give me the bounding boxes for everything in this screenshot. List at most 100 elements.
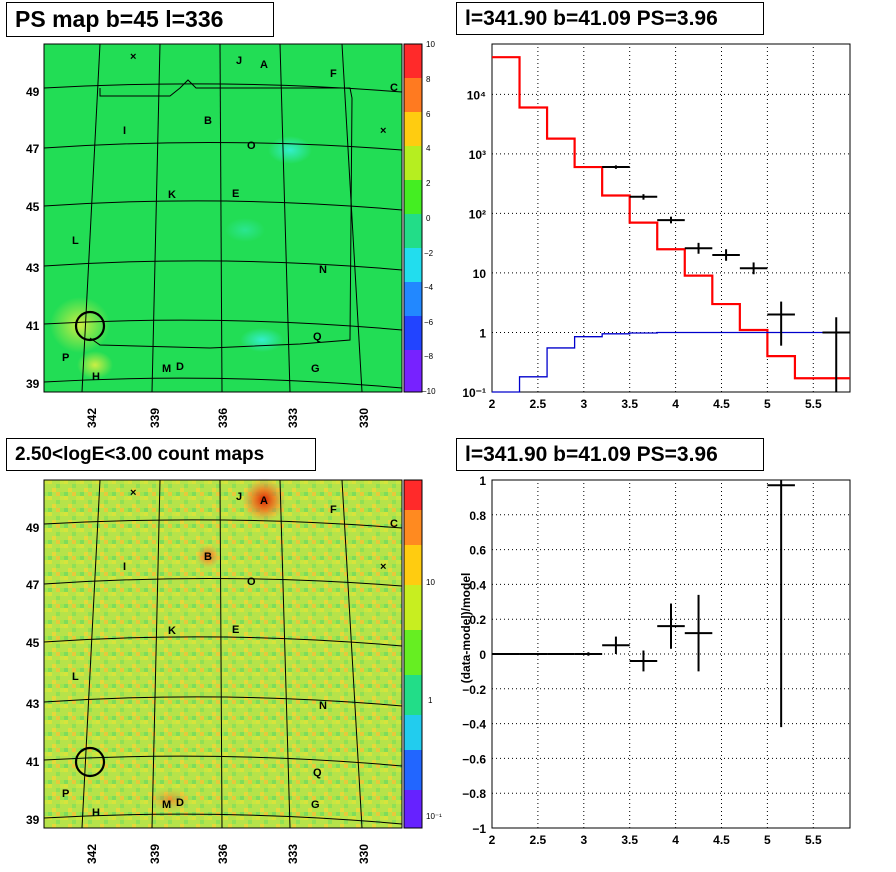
ps-cb-label: 10	[426, 40, 435, 49]
map-marker: I	[123, 561, 126, 573]
map-marker: P	[62, 788, 69, 800]
residual-x-tick: 2	[489, 833, 496, 847]
svg-text:×: ×	[380, 125, 386, 137]
map-marker: J	[236, 491, 242, 503]
spectrum-x-tick: 3	[580, 397, 587, 411]
spectrum-y-tick: 10²	[469, 207, 486, 221]
map-marker: K	[168, 625, 176, 637]
map-marker: D	[176, 797, 184, 809]
spectrum-y-tick: 1	[479, 326, 486, 340]
residual-x-tick: 4	[672, 833, 679, 847]
ps-cb-label: 8	[426, 75, 431, 84]
ps-cb-label: 4	[426, 144, 431, 153]
map-marker: A	[260, 59, 268, 71]
lon-tick: 339	[148, 844, 162, 864]
ps-cb-label: −2	[424, 249, 434, 258]
lon-tick: 342	[85, 844, 99, 864]
residual-x-tick: 2.5	[530, 833, 547, 847]
map-marker: Q	[313, 331, 322, 343]
lat-tick: 39	[26, 377, 40, 391]
map-marker: P	[62, 352, 69, 364]
lat-tick: 45	[26, 636, 40, 650]
lat-tick: 45	[26, 200, 40, 214]
count-map-lat-ticks: 49 47 45 43 41 39	[26, 521, 40, 827]
map-marker: I	[123, 125, 126, 137]
ps-cb-label: −6	[424, 318, 434, 327]
ps-map: × × 10 8 6 4 2 0 −2 −4 −6 −	[26, 40, 436, 428]
residual-y-tick: 1	[479, 474, 486, 488]
ps-cb-label: 2	[426, 179, 431, 188]
spectrum-plot: 2 2.5 3 3.5 4 4.5 5 5.5 10⁻¹ 1 10 10² 10³ 10⁴	[462, 43, 851, 411]
map-marker: B	[204, 551, 212, 563]
residual-ylabel: (data-model)/model	[459, 573, 473, 684]
lat-tick: 41	[26, 319, 40, 333]
spectrum-y-tick: 10	[473, 267, 487, 281]
lon-tick: 342	[85, 408, 99, 428]
lon-tick: 330	[357, 408, 371, 428]
spectrum-y-tick: 10³	[469, 148, 486, 162]
residual-y-tick: −1	[472, 822, 486, 836]
spectrum-title: l=341.90 b=41.09 PS=3.96	[456, 2, 764, 35]
residual-y-tick: −0.4	[462, 718, 486, 732]
map-marker: N	[319, 700, 327, 712]
ps-map-title: PS map b=45 l=336	[6, 2, 274, 37]
spectrum-x-tick: 2.5	[530, 397, 547, 411]
count-map-title: 2.50<logE<3.00 count maps	[6, 438, 316, 471]
map-marker: E	[232, 188, 239, 200]
map-marker: L	[72, 671, 79, 683]
map-marker: N	[319, 264, 327, 276]
ps-cb-label: −10	[422, 387, 436, 396]
ps-cb-label: −8	[424, 352, 434, 361]
map-marker: Q	[313, 767, 322, 779]
map-marker: H	[92, 371, 100, 383]
residual-x-tick: 3	[580, 833, 587, 847]
map-marker: O	[247, 140, 256, 152]
lat-tick: 43	[26, 697, 40, 711]
residual-y-tick: −0.2	[462, 683, 486, 697]
spectrum-x-tick: 5.5	[805, 397, 822, 411]
count-map: × × 10 1 10⁻¹ A B C D E F G	[26, 478, 442, 864]
svg-text:×: ×	[130, 51, 136, 63]
ps-colorbar	[403, 43, 423, 393]
count-cb-label: 1	[428, 696, 433, 705]
map-marker: O	[247, 576, 256, 588]
spectrum-x-tick: 2	[489, 397, 496, 411]
lat-tick: 49	[26, 521, 40, 535]
svg-text:×: ×	[130, 487, 136, 499]
lat-tick: 49	[26, 85, 40, 99]
spectrum-x-tick: 4.5	[713, 397, 730, 411]
map-marker: A	[260, 495, 268, 507]
ps-map-lon-ticks: 342 339 336 333 330	[85, 408, 371, 428]
count-map-lon-ticks: 342 339 336 333 330	[85, 844, 371, 864]
map-marker: C	[390, 82, 398, 94]
map-marker: F	[330, 504, 337, 516]
ps-colorbar-labels: 10 8 6 4 2 0 −2 −4 −6 −8 −10	[422, 40, 436, 396]
ps-cb-label: 6	[426, 110, 431, 119]
lat-tick: 41	[26, 755, 40, 769]
residual-y-tick: 0.6	[469, 544, 486, 558]
residual-y-tick: 0.4	[469, 578, 486, 592]
map-marker: G	[311, 799, 320, 811]
lon-tick: 333	[286, 408, 300, 428]
map-marker: E	[232, 624, 239, 636]
lon-tick: 333	[286, 844, 300, 864]
count-colorbar	[403, 479, 423, 829]
lon-tick: 336	[216, 408, 230, 428]
count-colorbar-labels: 10 1 10⁻¹	[426, 578, 442, 821]
svg-text:×: ×	[380, 561, 386, 573]
residual-y-tick: −0.8	[462, 787, 486, 801]
map-marker: C	[390, 518, 398, 530]
residual-y-tick: −0.6	[462, 752, 486, 766]
lat-tick: 47	[26, 142, 40, 156]
ps-map-lat-ticks: 49 47 45 43 41 39	[26, 85, 40, 391]
residual-y-tick: 0	[479, 648, 486, 662]
map-marker: H	[92, 807, 100, 819]
residual-title: l=341.90 b=41.09 PS=3.96	[456, 438, 764, 471]
count-map-markers: A B C D E F G H I J K L M N O P Q	[62, 491, 398, 819]
spectrum-series-1	[492, 331, 850, 393]
residual-x-tick: 4.5	[713, 833, 730, 847]
map-marker: M	[162, 799, 171, 811]
residual-x-tick: 5.5	[805, 833, 822, 847]
spectrum-x-tick: 3.5	[621, 397, 638, 411]
count-map-x-markers: × ×	[130, 487, 386, 573]
